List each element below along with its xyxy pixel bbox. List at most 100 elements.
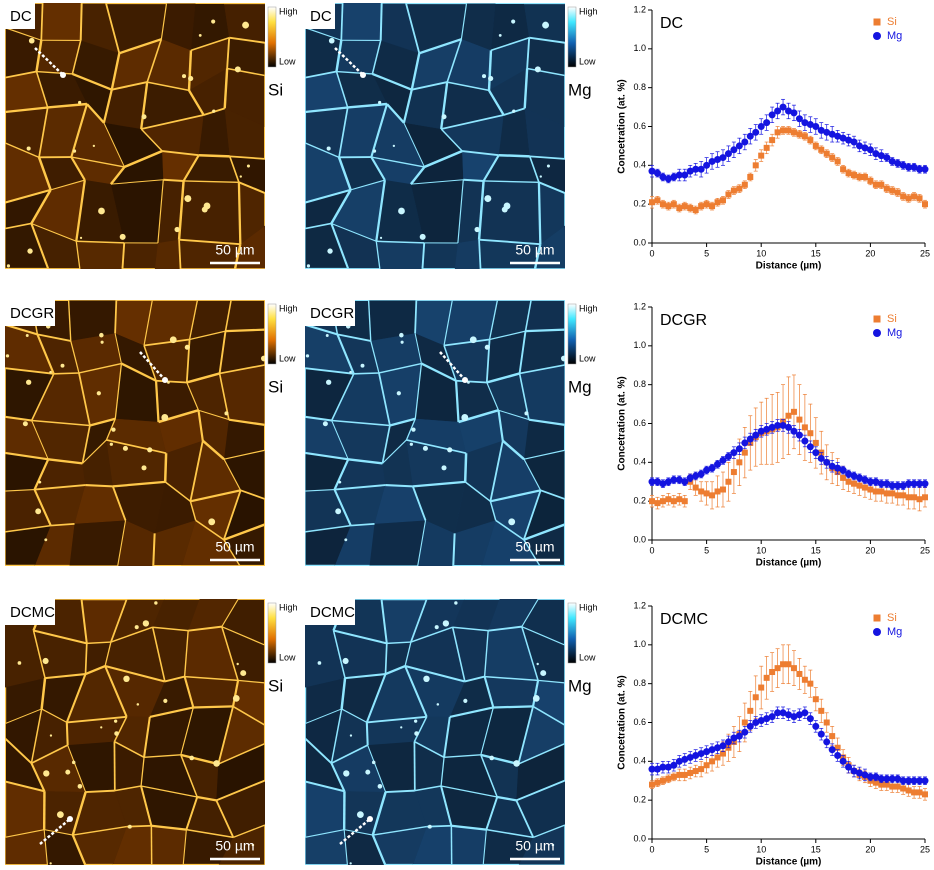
boundary — [5, 27, 42, 41]
label-box — [305, 599, 355, 625]
particle — [184, 195, 192, 203]
boundary — [528, 418, 565, 427]
marker — [829, 154, 836, 161]
particle — [422, 445, 428, 451]
boundary — [71, 791, 87, 836]
particle — [427, 824, 432, 829]
marker — [801, 133, 808, 140]
marker — [812, 449, 820, 457]
marker — [774, 107, 782, 115]
grain — [334, 459, 386, 490]
particle — [122, 445, 128, 451]
grain — [444, 339, 490, 383]
marker — [659, 777, 666, 784]
grain — [376, 241, 425, 269]
grain — [516, 743, 565, 801]
boundary — [31, 420, 49, 460]
boundary — [118, 38, 162, 55]
grain — [179, 180, 241, 245]
grain — [184, 626, 239, 681]
boundary — [305, 489, 335, 492]
marker — [872, 488, 879, 495]
particle — [481, 74, 487, 79]
marker — [900, 785, 907, 792]
boundary — [180, 707, 194, 756]
boundary — [341, 708, 368, 723]
particle — [38, 480, 42, 484]
arrow-head — [360, 72, 366, 78]
grain — [461, 3, 496, 51]
boundary — [337, 333, 371, 342]
y-tick-label: 0.0 — [633, 833, 646, 843]
boundary — [385, 664, 406, 676]
grain — [180, 706, 234, 765]
boundary — [226, 37, 231, 69]
boundary — [193, 705, 234, 709]
arrow — [339, 818, 371, 845]
boundary — [376, 240, 425, 244]
arrow-head — [367, 816, 373, 822]
boundary — [71, 156, 125, 168]
marker — [883, 480, 891, 488]
grain — [71, 104, 125, 167]
marker — [812, 142, 819, 149]
x-tick-label: 5 — [704, 545, 709, 555]
particle — [42, 657, 49, 665]
marker — [894, 783, 901, 790]
boundary — [188, 89, 205, 116]
boundary — [104, 641, 112, 667]
marker — [807, 680, 814, 687]
boundary — [488, 625, 522, 632]
grain — [5, 324, 54, 374]
grain — [441, 82, 504, 130]
grain — [105, 666, 165, 717]
marker — [801, 437, 809, 445]
boundary — [515, 799, 535, 838]
grain — [412, 481, 466, 534]
particle — [335, 508, 342, 515]
boundary — [537, 182, 542, 245]
grain — [31, 223, 80, 269]
legend-marker — [873, 628, 881, 636]
marker — [905, 480, 913, 488]
particle — [56, 811, 64, 819]
marker — [681, 498, 688, 505]
grain — [66, 716, 127, 746]
boundary — [523, 523, 565, 541]
grain — [529, 156, 565, 194]
grain — [305, 678, 346, 724]
marker — [697, 470, 705, 478]
particle — [198, 33, 202, 37]
particle — [536, 662, 539, 666]
grain — [486, 797, 534, 838]
boundary — [50, 523, 75, 527]
boundary — [229, 155, 265, 160]
micrograph — [305, 300, 565, 566]
y-tick-label: 0.4 — [633, 457, 646, 467]
particle — [72, 149, 77, 153]
boundary — [331, 419, 390, 427]
boundary — [224, 300, 232, 332]
marker — [763, 119, 771, 127]
grain — [453, 520, 496, 566]
boundary — [229, 36, 265, 44]
grain — [441, 786, 498, 830]
boundary — [515, 779, 565, 802]
boundary — [70, 103, 89, 158]
marker — [834, 744, 841, 751]
grain — [305, 368, 354, 421]
grain — [122, 242, 158, 269]
y-tick-label: 1.2 — [633, 4, 646, 14]
boundary — [486, 382, 500, 411]
boundary — [440, 785, 498, 798]
boundary — [529, 36, 565, 44]
marker — [675, 757, 683, 765]
boundary — [446, 38, 463, 83]
marker — [899, 161, 907, 169]
marker — [686, 474, 694, 482]
marker — [779, 709, 787, 717]
marker — [714, 488, 721, 495]
marker — [801, 424, 808, 431]
particle — [365, 769, 371, 775]
boundary — [403, 122, 425, 168]
